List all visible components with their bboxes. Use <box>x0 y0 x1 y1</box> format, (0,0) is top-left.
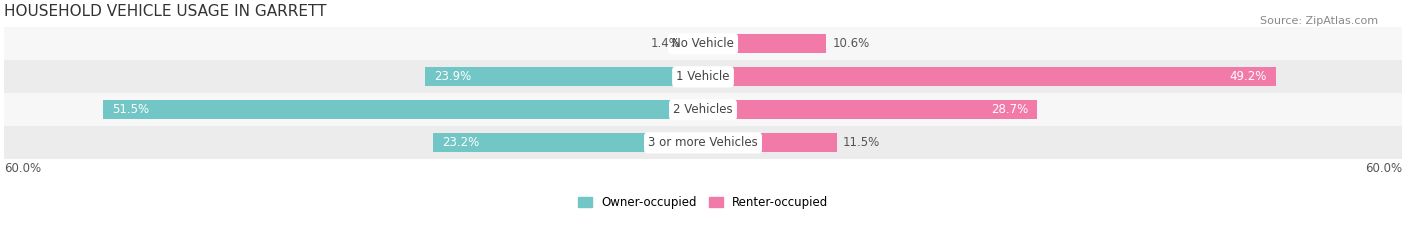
Text: 23.9%: 23.9% <box>434 70 471 83</box>
Bar <box>4 126 1402 159</box>
Bar <box>703 67 1277 86</box>
Text: HOUSEHOLD VEHICLE USAGE IN GARRETT: HOUSEHOLD VEHICLE USAGE IN GARRETT <box>4 4 326 19</box>
Bar <box>703 100 1038 120</box>
Text: 10.6%: 10.6% <box>832 37 869 50</box>
Text: 49.2%: 49.2% <box>1229 70 1267 83</box>
Text: 3 or more Vehicles: 3 or more Vehicles <box>648 136 758 149</box>
Text: 23.2%: 23.2% <box>441 136 479 149</box>
Bar <box>103 100 703 120</box>
Bar <box>703 34 827 53</box>
Bar <box>686 34 703 53</box>
Text: 1 Vehicle: 1 Vehicle <box>676 70 730 83</box>
Text: 60.0%: 60.0% <box>4 162 41 175</box>
Text: Source: ZipAtlas.com: Source: ZipAtlas.com <box>1260 16 1378 26</box>
Text: 60.0%: 60.0% <box>1365 162 1402 175</box>
Bar <box>4 27 1402 60</box>
Text: No Vehicle: No Vehicle <box>672 37 734 50</box>
Text: 2 Vehicles: 2 Vehicles <box>673 103 733 116</box>
Text: 11.5%: 11.5% <box>842 136 880 149</box>
Bar <box>703 133 837 152</box>
Text: 1.4%: 1.4% <box>651 37 681 50</box>
Text: 28.7%: 28.7% <box>991 103 1028 116</box>
Bar <box>433 133 703 152</box>
Text: 51.5%: 51.5% <box>112 103 149 116</box>
Bar <box>425 67 703 86</box>
Legend: Owner-occupied, Renter-occupied: Owner-occupied, Renter-occupied <box>578 196 828 209</box>
Bar <box>4 93 1402 126</box>
Bar <box>4 60 1402 93</box>
